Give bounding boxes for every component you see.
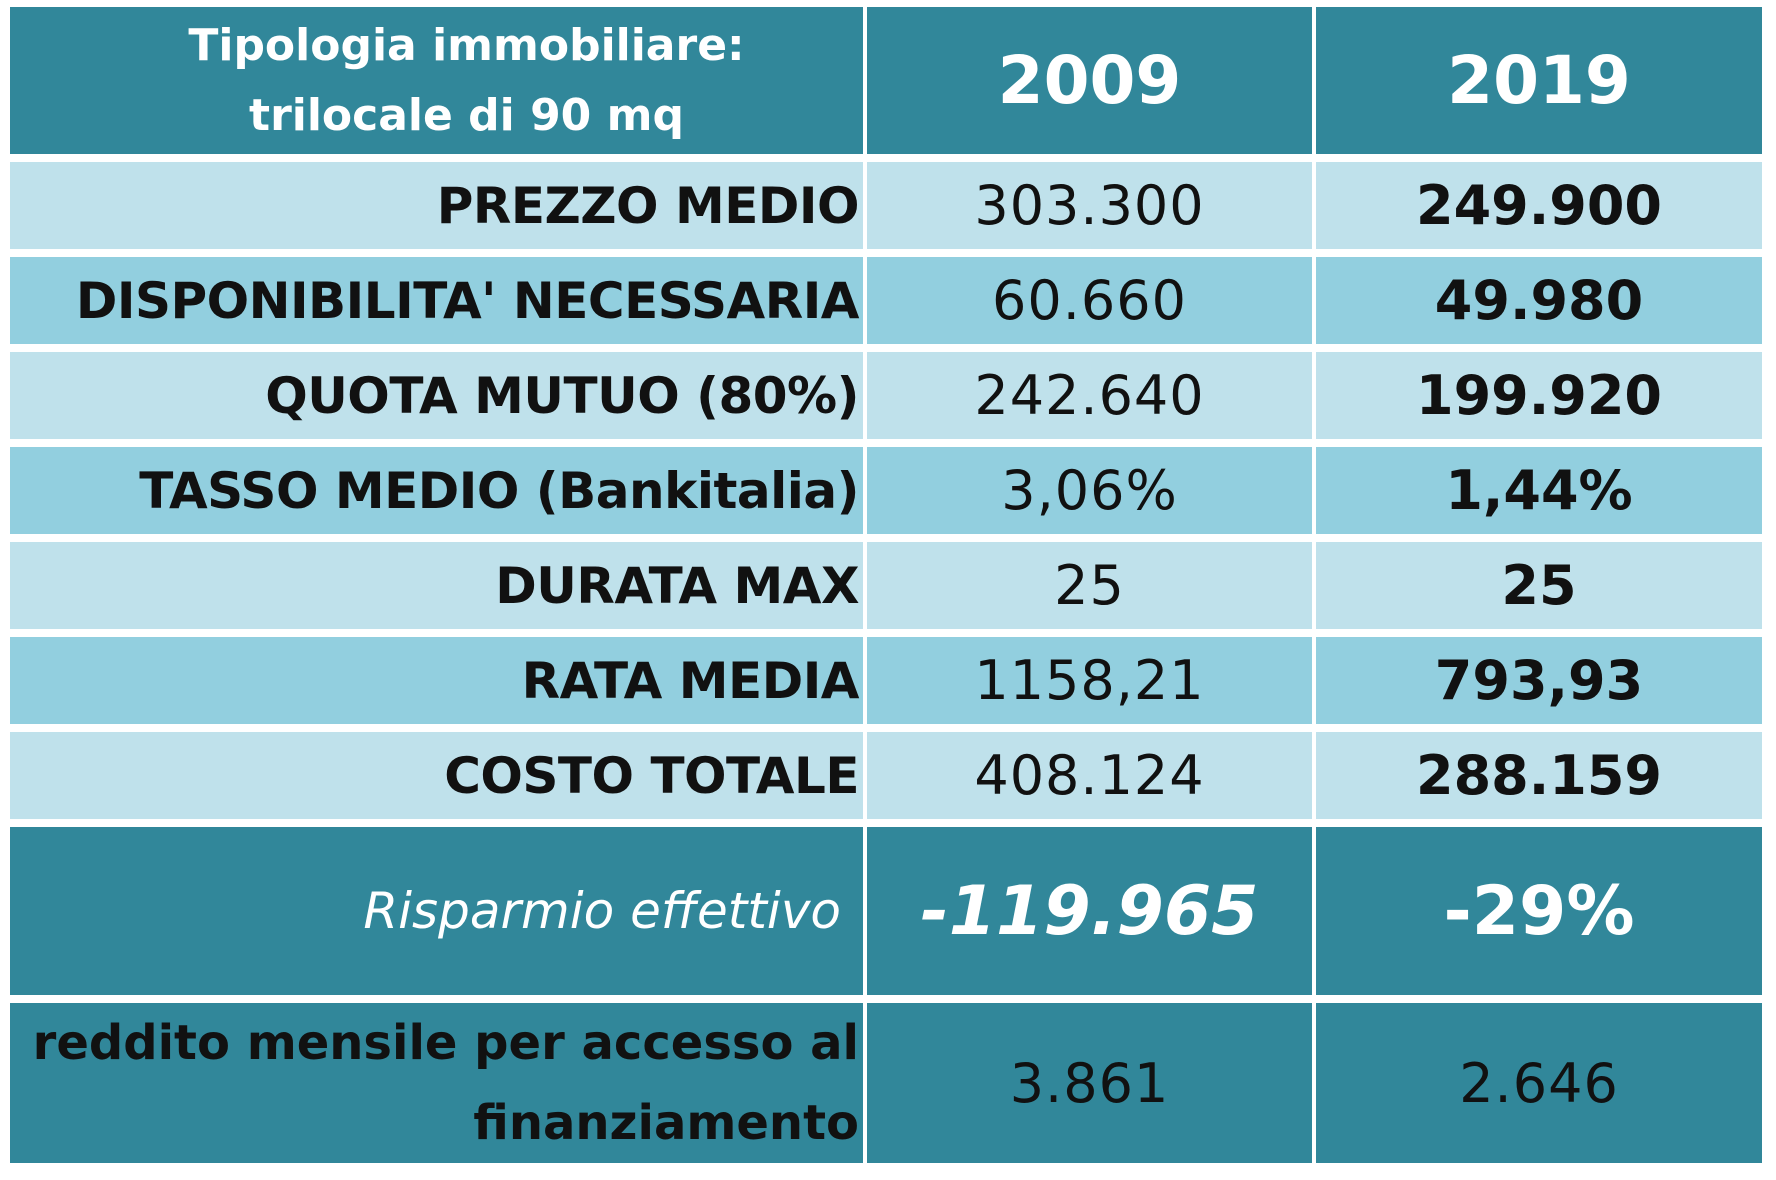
row-label-disponibilita: DISPONIBILITA' NECESSARIA <box>10 257 863 344</box>
row-label-rata-media: RATA MEDIA <box>10 637 863 724</box>
row-label-costo-totale: COSTO TOTALE <box>10 732 863 819</box>
row-label-prezzo-medio: PREZZO MEDIO <box>10 162 863 249</box>
reddito-label-line2: finanziamento <box>473 1095 859 1151</box>
reddito-label-line1: reddito mensile per accesso al <box>32 1015 859 1071</box>
risparmio-label: Risparmio effettivo <box>10 827 863 995</box>
cell-disponibilita-2009: 60.660 <box>867 257 1312 344</box>
cell-prezzo-medio-2009: 303.300 <box>867 162 1312 249</box>
cell-prezzo-medio-2019: 249.900 <box>1316 162 1762 249</box>
header-label-line1: Tipologia immobiliare: <box>188 19 745 71</box>
cell-costo-totale-2009: 408.124 <box>867 732 1312 819</box>
row-label-quota-mutuo: QUOTA MUTUO (80%) <box>10 352 863 439</box>
header-year-2009: 2009 <box>867 7 1312 154</box>
risparmio-value: -119.965 <box>867 827 1312 995</box>
cell-tasso-medio-2009: 3,06% <box>867 447 1312 534</box>
cell-rata-media-2009: 1158,21 <box>867 637 1312 724</box>
risparmio-percent: -29% <box>1316 827 1762 995</box>
cell-quota-mutuo-2009: 242.640 <box>867 352 1312 439</box>
cell-costo-totale-2019: 288.159 <box>1316 732 1762 819</box>
reddito-label: reddito mensile per accesso al finanziam… <box>10 1003 863 1163</box>
cell-durata-max-2009: 25 <box>867 542 1312 629</box>
header-year-2019: 2019 <box>1316 7 1762 154</box>
mortgage-comparison-table: Tipologia immobiliare: trilocale di 90 m… <box>10 7 1762 1163</box>
cell-durata-max-2019: 25 <box>1316 542 1762 629</box>
cell-reddito-2019: 2.646 <box>1316 1003 1762 1163</box>
row-label-durata-max: DURATA MAX <box>10 542 863 629</box>
cell-rata-media-2019: 793,93 <box>1316 637 1762 724</box>
cell-disponibilita-2019: 49.980 <box>1316 257 1762 344</box>
table-header-label: Tipologia immobiliare: trilocale di 90 m… <box>10 7 863 154</box>
cell-tasso-medio-2019: 1,44% <box>1316 447 1762 534</box>
header-label-line2: trilocale di 90 mq <box>249 89 684 141</box>
row-label-tasso-medio: TASSO MEDIO (Bankitalia) <box>10 447 863 534</box>
cell-quota-mutuo-2019: 199.920 <box>1316 352 1762 439</box>
cell-reddito-2009: 3.861 <box>867 1003 1312 1163</box>
